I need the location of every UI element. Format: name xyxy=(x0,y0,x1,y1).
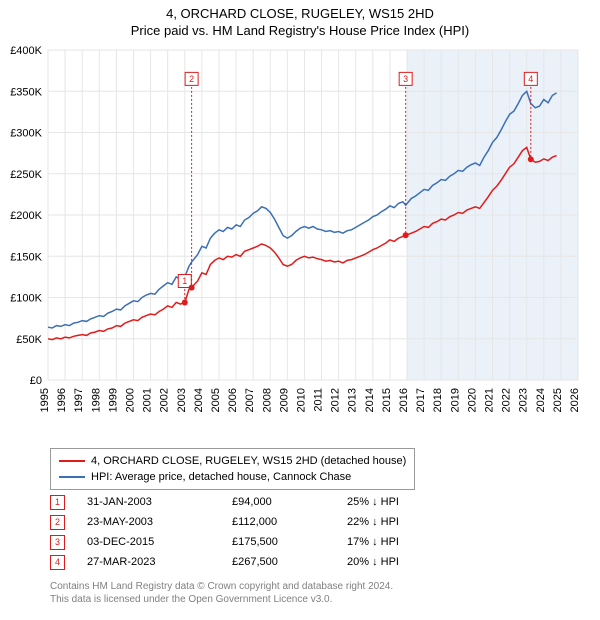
legend-label: HPI: Average price, detached house, Cann… xyxy=(91,469,351,485)
legend-swatch xyxy=(59,476,85,478)
svg-text:£250K: £250K xyxy=(10,169,42,181)
svg-text:£200K: £200K xyxy=(10,210,42,222)
tx-diff: 22% ↓ HPI xyxy=(347,516,457,528)
tx-price: £175,500 xyxy=(232,536,347,548)
svg-text:2025: 2025 xyxy=(552,388,564,412)
title-main: 4, ORCHARD CLOSE, RUGELEY, WS15 2HD xyxy=(0,6,600,21)
svg-text:1999: 1999 xyxy=(107,388,119,412)
svg-text:£100K: £100K xyxy=(10,293,42,305)
tx-date: 23-MAY-2003 xyxy=(87,516,232,528)
table-row: 3 03-DEC-2015 £175,500 17% ↓ HPI xyxy=(50,532,457,552)
legend-item-property: 4, ORCHARD CLOSE, RUGELEY, WS15 2HD (det… xyxy=(59,453,406,469)
svg-text:1996: 1996 xyxy=(56,388,68,412)
footer: Contains HM Land Registry data © Crown c… xyxy=(50,580,393,606)
svg-text:£400K: £400K xyxy=(10,45,42,57)
svg-text:2001: 2001 xyxy=(142,388,154,412)
svg-text:2007: 2007 xyxy=(244,388,256,412)
svg-text:2019: 2019 xyxy=(449,388,461,412)
svg-text:2015: 2015 xyxy=(381,388,393,412)
tx-date: 31-JAN-2003 xyxy=(87,496,232,508)
svg-text:2008: 2008 xyxy=(261,388,273,412)
svg-text:£50K: £50K xyxy=(16,334,42,346)
transactions-table: 1 31-JAN-2003 £94,000 25% ↓ HPI 2 23-MAY… xyxy=(50,492,457,572)
svg-text:2: 2 xyxy=(189,74,194,84)
tx-marker: 4 xyxy=(50,555,65,570)
legend: 4, ORCHARD CLOSE, RUGELEY, WS15 2HD (det… xyxy=(50,448,415,490)
svg-text:1: 1 xyxy=(182,276,187,286)
svg-text:2004: 2004 xyxy=(193,388,205,412)
legend-label: 4, ORCHARD CLOSE, RUGELEY, WS15 2HD (det… xyxy=(91,453,406,469)
svg-text:2018: 2018 xyxy=(432,388,444,412)
svg-text:2017: 2017 xyxy=(415,388,427,412)
table-row: 2 23-MAY-2003 £112,000 22% ↓ HPI xyxy=(50,512,457,532)
tx-marker: 2 xyxy=(50,515,65,530)
line-chart: £0 £50K £100K £150K £200K £250K £300K £350K £400… xyxy=(0,42,600,442)
table-row: 1 31-JAN-2003 £94,000 25% ↓ HPI xyxy=(50,492,457,512)
svg-text:2012: 2012 xyxy=(330,388,342,412)
chart-area: £0 £50K £100K £150K £200K £250K £300K £350K £400… xyxy=(0,42,600,442)
legend-item-hpi: HPI: Average price, detached house, Cann… xyxy=(59,469,406,485)
tx-diff: 17% ↓ HPI xyxy=(347,536,457,548)
svg-text:2013: 2013 xyxy=(347,388,359,412)
tx-date: 27-MAR-2023 xyxy=(87,556,232,568)
svg-text:2023: 2023 xyxy=(518,388,530,412)
svg-text:2022: 2022 xyxy=(501,388,513,412)
svg-text:2005: 2005 xyxy=(210,388,222,412)
title-sub: Price paid vs. HM Land Registry's House … xyxy=(0,23,600,38)
svg-text:£150K: £150K xyxy=(10,251,42,263)
tx-price: £112,000 xyxy=(232,516,347,528)
svg-text:£0: £0 xyxy=(30,375,42,387)
svg-text:2000: 2000 xyxy=(124,388,136,412)
svg-text:2011: 2011 xyxy=(313,388,325,412)
svg-text:3: 3 xyxy=(403,74,408,84)
svg-text:2014: 2014 xyxy=(364,388,376,412)
svg-text:£350K: £350K xyxy=(10,86,42,98)
svg-text:2002: 2002 xyxy=(159,388,171,412)
footer-line-2: This data is licensed under the Open Gov… xyxy=(50,593,393,606)
svg-text:2010: 2010 xyxy=(295,388,307,412)
svg-text:1997: 1997 xyxy=(73,388,85,412)
tx-price: £94,000 xyxy=(232,496,347,508)
svg-text:1995: 1995 xyxy=(39,388,51,412)
tx-marker: 1 xyxy=(50,495,65,510)
tx-price: £267,500 xyxy=(232,556,347,568)
svg-text:4: 4 xyxy=(528,74,533,84)
table-row: 4 27-MAR-2023 £267,500 20% ↓ HPI xyxy=(50,552,457,572)
svg-text:2021: 2021 xyxy=(484,388,496,412)
tx-diff: 20% ↓ HPI xyxy=(347,556,457,568)
legend-swatch xyxy=(59,460,85,462)
svg-text:2024: 2024 xyxy=(535,388,547,412)
tx-date: 03-DEC-2015 xyxy=(87,536,232,548)
tx-diff: 25% ↓ HPI xyxy=(347,496,457,508)
svg-text:2009: 2009 xyxy=(278,388,290,412)
svg-text:2003: 2003 xyxy=(176,388,188,412)
svg-text:1998: 1998 xyxy=(90,388,102,412)
chart-titles: 4, ORCHARD CLOSE, RUGELEY, WS15 2HD Pric… xyxy=(0,0,600,38)
tx-marker: 3 xyxy=(50,535,65,550)
footer-line-1: Contains HM Land Registry data © Crown c… xyxy=(50,580,393,593)
svg-text:2020: 2020 xyxy=(466,388,478,412)
svg-text:2016: 2016 xyxy=(398,388,410,412)
svg-text:2026: 2026 xyxy=(569,388,581,412)
svg-text:£300K: £300K xyxy=(10,128,42,140)
svg-text:2006: 2006 xyxy=(227,388,239,412)
